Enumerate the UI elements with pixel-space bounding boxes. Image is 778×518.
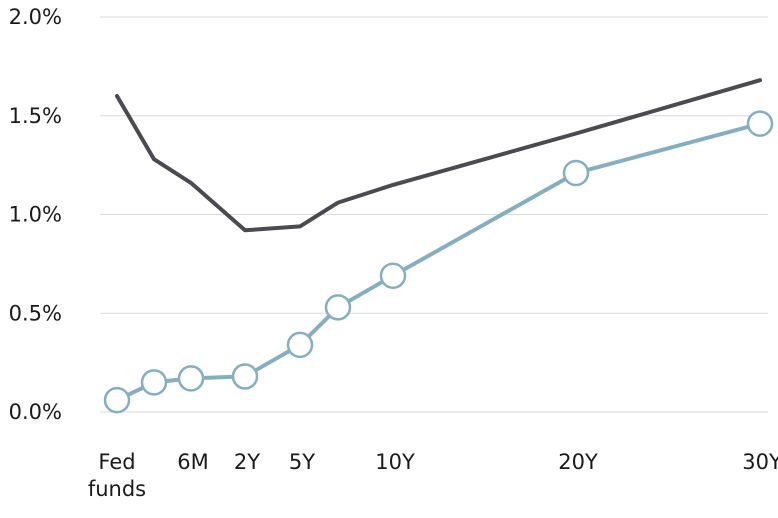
- x-axis-ticks: Fed funds 6M 2Y 5Y 10Y 20Y 30Y: [88, 450, 778, 501]
- y-axis-ticks: 0.0% 0.5% 1.0% 1.5% 2.0%: [9, 5, 62, 424]
- data-point: [746, 110, 774, 137]
- x-tick-label: 2Y: [234, 450, 260, 474]
- y-tick-label: 1.0%: [9, 203, 62, 227]
- y-tick-label: 0.0%: [9, 400, 62, 424]
- x-tick-label: 30Y: [742, 450, 778, 474]
- x-tick-label: 6M: [177, 450, 208, 474]
- y-tick-label: 0.5%: [9, 301, 62, 325]
- gridlines: [100, 16, 768, 413]
- data-point: [231, 363, 259, 390]
- y-tick-label: 1.5%: [9, 104, 62, 128]
- x-tick-label: 5Y: [289, 450, 315, 474]
- x-tick-label: Fed funds: [88, 450, 146, 501]
- y-tick-label: 2.0%: [9, 5, 62, 29]
- series-line-1: [115, 78, 762, 233]
- series-line-2: [115, 121, 762, 403]
- data-point: [324, 294, 352, 321]
- series: [103, 78, 774, 414]
- x-tick-label: 20Y: [558, 450, 598, 474]
- x-tick-label: 10Y: [375, 450, 415, 474]
- data-point: [286, 331, 314, 359]
- data-point: [562, 159, 590, 187]
- data-point: [140, 369, 168, 396]
- data-point: [103, 386, 131, 414]
- data-point: [177, 365, 205, 392]
- data-point: [379, 262, 407, 289]
